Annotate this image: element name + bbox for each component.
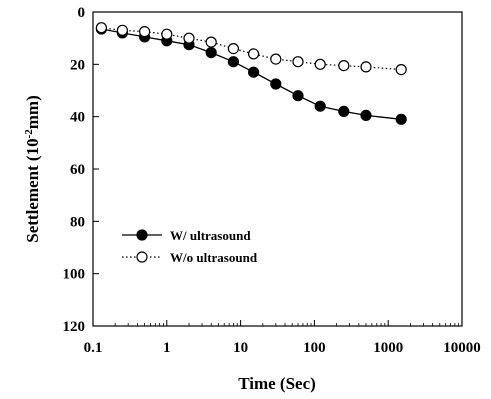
data-point-with-ultrasound — [360, 109, 372, 122]
x-axis-title: Time (Sec) — [238, 374, 316, 393]
data-point-without-ultrasound — [205, 36, 217, 48]
data-point-without-ultrasound — [395, 63, 407, 76]
data-point-with-ultrasound — [314, 100, 326, 112]
y-tick-label: 80 — [70, 214, 85, 230]
data-point-with-ultrasound — [248, 66, 260, 78]
data-point-with-ultrasound — [395, 113, 407, 125]
x-tick-label: 1000 — [373, 340, 403, 356]
y-tick-label: 20 — [70, 57, 85, 73]
legend: W/ ultrasound W/o ultrasound — [122, 228, 258, 265]
y-tick-label: 60 — [70, 162, 85, 178]
x-tick-label: 1 — [163, 340, 171, 356]
y-axis-title-main: Settlement (10 — [23, 138, 42, 242]
data-point-with-ultrasound — [205, 46, 217, 59]
data-point-with-ultrasound — [292, 90, 304, 102]
data-point-without-ultrasound — [292, 56, 304, 68]
series-line-without-ultrasound — [101, 27, 402, 71]
legend-marker-without — [136, 251, 148, 263]
y-tick-label: 40 — [70, 110, 85, 126]
x-axis: 0.1 1 10 100 1000 10000 — [84, 320, 481, 356]
data-point-with-ultrasound — [270, 78, 282, 90]
y-tick-label: 0 — [78, 5, 86, 21]
data-point-without-ultrasound — [227, 42, 239, 55]
y-axis-title-superscript: -2 — [23, 129, 35, 139]
data-point-with-ultrasound — [227, 56, 239, 68]
x-tick-label: 100 — [303, 340, 326, 356]
legend-label-with: W/ ultrasound — [170, 228, 251, 243]
x-tick-label: 0.1 — [84, 340, 103, 356]
y-tick-label: 120 — [63, 319, 86, 335]
data-point-without-ultrasound — [161, 28, 173, 40]
y-axis-title-unit: mm) — [23, 95, 42, 129]
data-point-without-ultrasound — [139, 26, 151, 38]
data-point-without-ultrasound — [314, 58, 326, 70]
data-point-without-ultrasound — [360, 61, 372, 73]
data-point-without-ultrasound — [116, 24, 129, 36]
series-layer — [95, 22, 407, 125]
x-tick-label: 10000 — [443, 340, 481, 356]
y-axis-title: Settlement (10-2mm) — [23, 95, 42, 242]
data-point-without-ultrasound — [95, 22, 108, 34]
data-point-without-ultrasound — [248, 48, 260, 60]
y-axis: 0 20 40 60 80 100 120 — [63, 5, 99, 335]
legend-label-without: W/o ultrasound — [170, 250, 258, 265]
y-tick-label: 100 — [63, 267, 86, 283]
legend-marker-with — [136, 229, 148, 241]
x-tick-label: 10 — [233, 340, 248, 356]
data-point-without-ultrasound — [338, 59, 350, 72]
data-point-without-ultrasound — [270, 53, 282, 65]
data-point-with-ultrasound — [338, 105, 350, 118]
data-point-without-ultrasound — [183, 32, 195, 44]
